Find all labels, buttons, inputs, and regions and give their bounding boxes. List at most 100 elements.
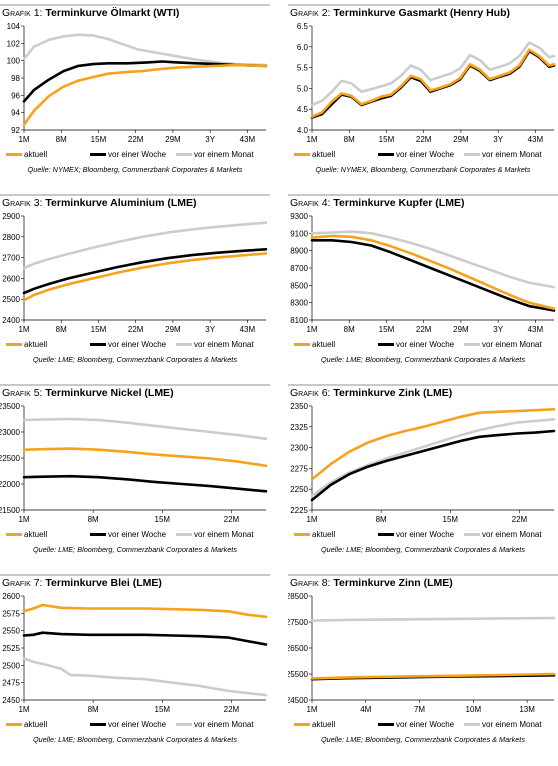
legend-label: aktuell <box>312 720 336 729</box>
legend-item: vor einem Monat <box>464 720 542 729</box>
y-tick-label: 2225 <box>290 506 308 515</box>
x-tick-label: 8M <box>376 515 387 524</box>
legend-item: vor einem Monat <box>464 340 542 349</box>
legend-swatch <box>378 723 394 727</box>
y-tick-label: 5.5 <box>297 64 309 73</box>
x-tick-label: 1M <box>306 325 317 334</box>
legend-item: vor einer Woche <box>90 530 166 539</box>
chart-number: Grafik 8: <box>290 577 331 589</box>
x-tick-label: 8M <box>344 325 355 334</box>
legend-label: aktuell <box>24 720 48 729</box>
source-note: Quelle: LME; Bloomberg, Commerzbank Corp… <box>33 735 237 744</box>
legend-item: vor einem Monat <box>464 150 542 159</box>
x-tick-label: 29M <box>453 135 469 144</box>
x-tick-label: 15M <box>443 515 459 524</box>
chart-name: Terminkurve Zink (LME) <box>330 387 453 399</box>
series-line-vor-einem-monat <box>310 417 556 498</box>
y-tick-label: 27500 <box>288 618 309 627</box>
chart-title: Grafik 5: Terminkurve Nickel (LME) <box>2 387 174 399</box>
x-tick-label: 15M <box>379 135 395 144</box>
legend-label: vor einer Woche <box>108 530 167 539</box>
y-tick-label: 2700 <box>2 254 20 263</box>
legend-item: aktuell <box>294 720 335 729</box>
y-tick-label: 2400 <box>2 316 20 325</box>
x-tick-label: 15M <box>379 325 395 334</box>
series-line-vor-einem-monat <box>22 33 268 67</box>
x-tick-label: 8M <box>56 325 67 334</box>
y-tick-label: 8500 <box>290 281 308 290</box>
y-tick-label: 2250 <box>290 485 308 494</box>
chart-panel-6: Grafik 6: Terminkurve Zink (LME) 2225 2250… <box>288 384 558 569</box>
panel-rule <box>0 384 270 386</box>
x-tick-label: 29M <box>165 325 181 334</box>
x-tick-label: 13M <box>519 705 535 714</box>
legend-item: aktuell <box>294 340 335 349</box>
series-line-vor-einer-woche <box>310 49 556 119</box>
y-tick-label: 2575 <box>2 609 20 618</box>
x-tick-label: 15M <box>91 135 107 144</box>
legend-swatch <box>176 533 192 537</box>
x-tick-label: 3Y <box>493 135 503 144</box>
chart-number: Grafik 1: <box>2 7 43 19</box>
legend-item: aktuell <box>294 530 335 539</box>
panel-rule <box>0 574 270 576</box>
chart-title: Grafik 6: Terminkurve Zink (LME) <box>290 387 452 399</box>
series-line-vor-einer-woche <box>310 429 556 502</box>
y-tick-label: 9300 <box>290 212 308 221</box>
y-tick-label: 98 <box>11 74 20 83</box>
x-tick-label: 1M <box>18 135 29 144</box>
legend-item: vor einem Monat <box>464 530 542 539</box>
panel-rule <box>288 194 558 196</box>
plot-area: 8100 8300 8500 8700 8900 9100 9300 1M 8M 15M 22M 29… <box>290 212 556 334</box>
series-line-aktuell <box>22 603 268 619</box>
x-tick-label: 22M <box>512 515 528 524</box>
x-tick-label: 15M <box>155 705 171 714</box>
x-tick-label: 22M <box>128 325 144 334</box>
legend-label: vor einem Monat <box>482 530 542 539</box>
legend-label: vor einem Monat <box>194 720 254 729</box>
series-line-vor-einer-woche <box>22 60 268 103</box>
chart-title: Grafik 1: Terminkurve Ölmarkt (WTI) <box>2 7 179 19</box>
legend-swatch <box>6 723 22 727</box>
legend-swatch <box>464 153 480 157</box>
legend-swatch <box>90 723 106 727</box>
source-note: Quelle: LME; Bloomberg, Commerzbank Corp… <box>33 545 237 554</box>
legend-label: vor einem Monat <box>482 340 542 349</box>
y-tick-label: 2800 <box>2 233 20 242</box>
series-line-vor-einer-woche <box>310 238 556 312</box>
legend-label: vor einer Woche <box>396 530 455 539</box>
legend-item: vor einem Monat <box>176 720 254 729</box>
y-tick-label: 102 <box>7 39 21 48</box>
y-tick-label: 25500 <box>288 670 309 679</box>
y-tick-label: 8900 <box>290 247 308 256</box>
legend-swatch <box>464 723 480 727</box>
y-tick-label: 94 <box>11 109 20 118</box>
x-tick-label: 8M <box>88 515 99 524</box>
source-note: Quelle: NYMEX, Bloomberg, Commerzbank Co… <box>315 165 531 174</box>
panel-rule <box>288 574 558 576</box>
y-tick-label: 2600 <box>2 274 20 283</box>
legend-swatch <box>90 153 106 157</box>
chart-panel-7: Grafik 7: Terminkurve Blei (LME) 2450 2475… <box>0 574 270 759</box>
legend: aktuell vor einer Woche vor einem Monat <box>294 340 556 352</box>
legend-label: vor einer Woche <box>108 340 167 349</box>
x-tick-label: 8M <box>56 135 67 144</box>
legend-item: vor einer Woche <box>90 340 166 349</box>
source-note: Quelle: LME; Bloomberg, Commerzbank Corp… <box>33 355 237 364</box>
legend-swatch <box>6 533 22 537</box>
chart-panel-8: Grafik 8: Terminkurve Zinn (LME) 24500 255… <box>288 574 558 759</box>
legend-item: vor einem Monat <box>176 340 254 349</box>
plot-area: 21500 22000 22500 23000 23500 1M 8M 15M 22M <box>0 402 268 524</box>
x-tick-label: 29M <box>453 325 469 334</box>
series-line-vor-einem-monat <box>22 221 268 270</box>
y-tick-label: 22000 <box>0 480 21 489</box>
y-tick-label: 8700 <box>290 264 308 273</box>
y-tick-label: 92 <box>11 126 20 135</box>
y-tick-label: 2500 <box>2 661 20 670</box>
chart-title: Grafik 4: Terminkurve Kupfer (LME) <box>290 197 464 209</box>
legend-swatch <box>294 153 310 157</box>
series-line-vor-einem-monat <box>310 230 556 289</box>
source-note: Quelle: NYMEX; Bloomberg, Commerzbank Co… <box>27 165 243 174</box>
y-tick-label: 96 <box>11 91 20 100</box>
legend-label: vor einer Woche <box>396 340 455 349</box>
